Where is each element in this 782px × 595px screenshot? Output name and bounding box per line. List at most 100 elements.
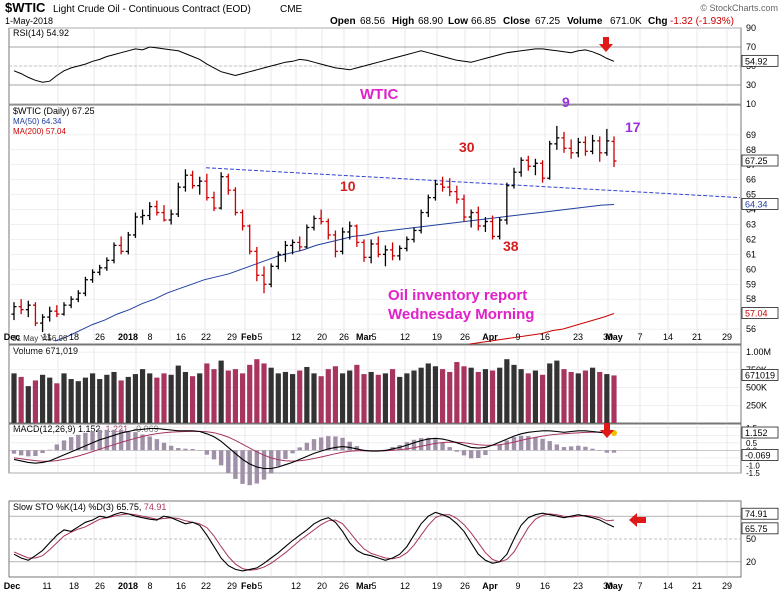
bottom-x-tick: Apr — [482, 581, 498, 591]
bottom-x-tick: 26 — [460, 581, 470, 591]
macd-histogram-bar — [226, 450, 231, 473]
volume-bar — [125, 376, 131, 423]
wave-17-label: 17 — [625, 119, 641, 135]
price-bar — [225, 173, 231, 195]
bottom-x-tick: 20 — [317, 581, 327, 591]
volume-bar — [568, 371, 574, 423]
macd-histogram-bar — [247, 450, 252, 486]
price-bar — [18, 299, 24, 315]
price-x-tick: 29 — [227, 332, 237, 342]
bottom-x-tick: 5 — [257, 581, 262, 591]
volume-bar — [375, 374, 381, 423]
volume-bar — [161, 373, 167, 423]
price-bar — [568, 139, 574, 159]
price-bar — [104, 257, 110, 271]
macd-histogram-bar — [18, 450, 24, 456]
macd-histogram-bar — [404, 442, 410, 451]
price-bar — [418, 209, 424, 234]
price-bar — [168, 209, 174, 225]
bottom-x-tick: 9 — [515, 581, 520, 591]
price-x-tick: May — [605, 332, 623, 342]
macd-histogram-bar — [26, 450, 31, 457]
price-bar — [304, 224, 310, 249]
open-label: Open — [330, 16, 356, 27]
macd-histogram-bar — [297, 447, 302, 451]
macd-last-box — [741, 426, 779, 439]
price-x-tick: 5 — [257, 332, 262, 342]
price-x-tick: 29 — [722, 332, 732, 342]
instrument-name: Light Crude Oil - Continuous Contract (E… — [53, 4, 251, 15]
volume-bar — [547, 363, 553, 423]
rsi-line — [13, 46, 615, 83]
macd-histogram-bar — [304, 442, 310, 451]
price-bar — [68, 296, 74, 309]
price-x-tick: 19 — [432, 332, 442, 342]
price-bar — [211, 191, 217, 212]
annotations: WTIC 10 30 38 9 17 Oil inventory report … — [12, 37, 646, 527]
price-bar — [132, 212, 138, 238]
price-bar — [604, 128, 610, 156]
price-x-tick: Mar — [356, 332, 373, 342]
price-tick-label: 68 — [746, 145, 756, 155]
volume-bar — [211, 369, 217, 423]
volume-tick-label: 1.00M — [746, 347, 771, 357]
volume-bar — [382, 373, 389, 423]
bottom-x-tick: Feb — [241, 581, 258, 591]
price-bar — [532, 158, 538, 176]
volume-bar — [154, 377, 160, 423]
rsi-tick-label: 30 — [746, 80, 756, 90]
volume-bar — [11, 373, 17, 423]
sto-k-last-value: 65.75 — [745, 524, 768, 534]
ma200-start-label: 31 May Y:56.98 — [12, 334, 68, 343]
macd-histogram-bar — [47, 449, 52, 451]
bottom-x-tick: 12 — [291, 581, 301, 591]
price-bar — [382, 245, 388, 267]
macd-histogram-bar — [218, 450, 224, 466]
volume-bar — [582, 370, 589, 423]
macd-legend-signal: 1.221, — [103, 424, 131, 434]
macd-histogram-bar — [554, 444, 560, 451]
price-bar — [404, 236, 410, 252]
bottom-x-tick: 16 — [540, 581, 550, 591]
bottom-x-tick: 12 — [400, 581, 410, 591]
price-x-tick: 16 — [540, 332, 550, 342]
symbol-label: $WTIC — [5, 0, 46, 15]
macd-histogram-bar — [461, 450, 467, 456]
macd-histogram-bar — [311, 439, 317, 451]
ma50-legend: MA(50) 64.34 — [13, 117, 62, 126]
rsi-panel: RSI(14) 54.92 907050301054.92 — [9, 23, 779, 109]
price-x-tick: 8 — [147, 332, 152, 342]
price-bar — [540, 160, 546, 183]
ma200-last-value: 57.04 — [745, 309, 768, 319]
volume-bar — [168, 374, 174, 423]
price-bar — [240, 209, 246, 231]
bottom-x-tick: 22 — [201, 581, 211, 591]
macd-histogram-bar — [33, 450, 38, 457]
macd-histogram-bar — [590, 448, 595, 451]
price-bar — [561, 131, 567, 153]
volume-bar — [311, 373, 317, 423]
price-bar — [325, 218, 331, 240]
price-x-tick: 18 — [69, 332, 79, 342]
volume-bar — [104, 374, 110, 423]
sto-d-last-value: 74.91 — [745, 509, 768, 519]
price-tick-label: 58 — [746, 294, 756, 304]
price-bar — [261, 266, 267, 294]
wave-10-label: 10 — [340, 178, 356, 194]
volume-bar — [461, 366, 467, 423]
open-value: 68.56 — [360, 16, 385, 27]
price-x-tick: 21 — [692, 332, 702, 342]
bottom-x-tick: May — [605, 581, 623, 591]
volume-bar — [197, 373, 203, 423]
volume-bar — [18, 376, 24, 423]
bottom-x-tick: 29 — [722, 581, 732, 591]
macd-histogram-bar — [440, 442, 445, 451]
price-bar — [118, 236, 124, 255]
rsi-last-box — [741, 54, 779, 67]
price-bar — [332, 230, 338, 258]
price-tick-label: 59 — [746, 279, 756, 289]
volume-value: 671.0K — [610, 16, 642, 27]
price-x-tick: 14 — [663, 332, 673, 342]
macd-histogram-bar — [411, 439, 417, 451]
